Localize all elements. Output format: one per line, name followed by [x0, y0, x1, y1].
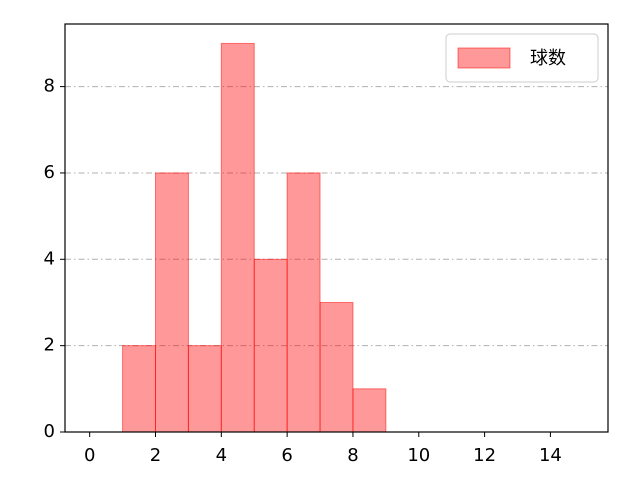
y-tick-label: 4: [44, 248, 55, 269]
bar: [286, 172, 321, 433]
y-tick-label: 6: [44, 162, 55, 183]
x-tick-label: 12: [473, 445, 496, 466]
x-tick-label: 10: [407, 445, 430, 466]
legend-swatch: [457, 47, 511, 69]
bar: [319, 301, 354, 433]
bar: [122, 345, 157, 433]
legend-box: [445, 33, 599, 83]
y-tick-label: 8: [44, 76, 55, 97]
x-tick-label: 14: [539, 445, 562, 466]
legend-label: 球数: [530, 48, 566, 69]
x-tick-label: 0: [84, 445, 95, 466]
bar: [155, 172, 189, 433]
y-tick-label: 0: [44, 421, 55, 442]
bar: [187, 345, 222, 433]
y-tick-label: 2: [44, 335, 55, 356]
x-tick-label: 4: [216, 445, 227, 466]
plot-frame: [64, 23, 609, 433]
bar: [253, 258, 288, 433]
bar: [352, 388, 387, 433]
x-tick-label: 6: [281, 445, 292, 466]
x-tick-label: 8: [347, 445, 358, 466]
x-tick-label: 2: [150, 445, 161, 466]
bar: [220, 42, 255, 433]
